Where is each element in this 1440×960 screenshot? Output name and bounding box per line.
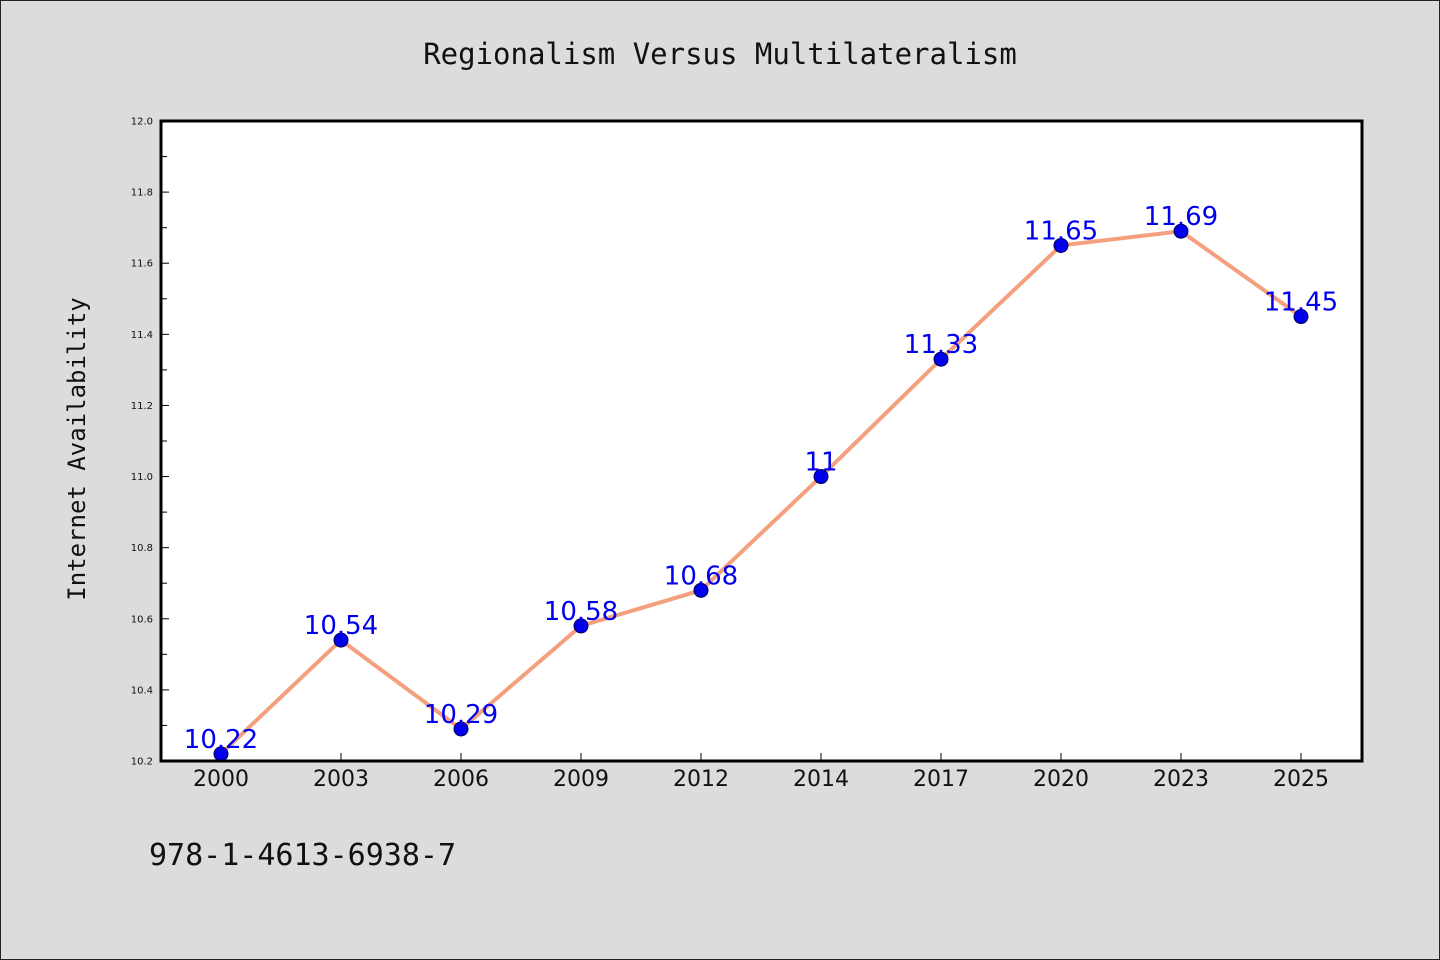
y-tick-label: 10.2 bbox=[131, 757, 153, 768]
data-label: 10.58 bbox=[544, 597, 618, 627]
x-tick-label: 2025 bbox=[1273, 767, 1329, 792]
y-tick-label: 11.8 bbox=[131, 188, 153, 199]
chart-title: Regionalism Versus Multilateralism bbox=[423, 37, 1017, 71]
x-tick-label: 2020 bbox=[1033, 767, 1089, 792]
y-tick-label: 11.0 bbox=[131, 472, 153, 483]
data-label: 10.54 bbox=[304, 611, 378, 641]
x-tick-label: 2003 bbox=[313, 767, 369, 792]
data-point bbox=[1053, 237, 1069, 253]
data-label: 11 bbox=[804, 448, 837, 478]
plot-border bbox=[159, 119, 1364, 763]
x-tick-label: 2014 bbox=[793, 767, 849, 792]
data-point bbox=[693, 582, 709, 598]
data-points bbox=[213, 223, 1309, 762]
data-label: 10.22 bbox=[184, 725, 258, 755]
y-tick-label: 10.4 bbox=[131, 685, 153, 696]
data-point bbox=[1173, 223, 1189, 239]
data-point bbox=[333, 632, 349, 648]
y-axis-label: Internet Availability bbox=[63, 297, 91, 600]
data-point bbox=[453, 721, 469, 737]
data-point bbox=[813, 469, 829, 485]
y-tick-label: 11.2 bbox=[131, 401, 153, 412]
y-tick-label: 10.6 bbox=[131, 614, 153, 625]
x-tick-label: 2000 bbox=[193, 767, 249, 792]
data-labels: 10.22 10.54 10.29 10.58 10.68 11 11.33 11.65 11.… bbox=[184, 202, 1338, 755]
data-label: 11.65 bbox=[1024, 216, 1098, 246]
x-tick-label: 2012 bbox=[673, 767, 729, 792]
x-tick-label: 2006 bbox=[433, 767, 489, 792]
data-point bbox=[933, 351, 949, 367]
x-axis: 2000 2003 2006 2009 2012 2014 2017 2020 2023 2025 bbox=[193, 753, 1329, 792]
data-label: 10.68 bbox=[664, 561, 738, 591]
isbn-text: 978-1-4613-6938-7 bbox=[149, 838, 456, 873]
x-tick-label: 2017 bbox=[913, 767, 969, 792]
x-tick-label: 2023 bbox=[1153, 767, 1209, 792]
data-label: 11.69 bbox=[1144, 202, 1218, 232]
series-line-group bbox=[219, 229, 1303, 756]
data-label: 11.45 bbox=[1264, 288, 1338, 318]
data-point bbox=[573, 618, 589, 634]
y-tick-label: 12.0 bbox=[131, 117, 153, 128]
y-tick-label: 11.6 bbox=[131, 259, 153, 270]
data-point bbox=[1293, 309, 1309, 325]
data-label: 11.33 bbox=[904, 330, 978, 360]
data-label: 10.29 bbox=[424, 700, 498, 730]
x-tick-label: 2009 bbox=[553, 767, 609, 792]
series-line bbox=[219, 229, 1303, 756]
y-tick-label: 11.4 bbox=[131, 330, 153, 341]
y-tick-label: 10.8 bbox=[131, 543, 153, 554]
